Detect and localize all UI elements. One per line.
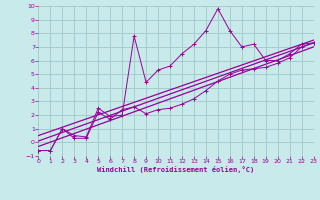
X-axis label: Windchill (Refroidissement éolien,°C): Windchill (Refroidissement éolien,°C)	[97, 166, 255, 173]
